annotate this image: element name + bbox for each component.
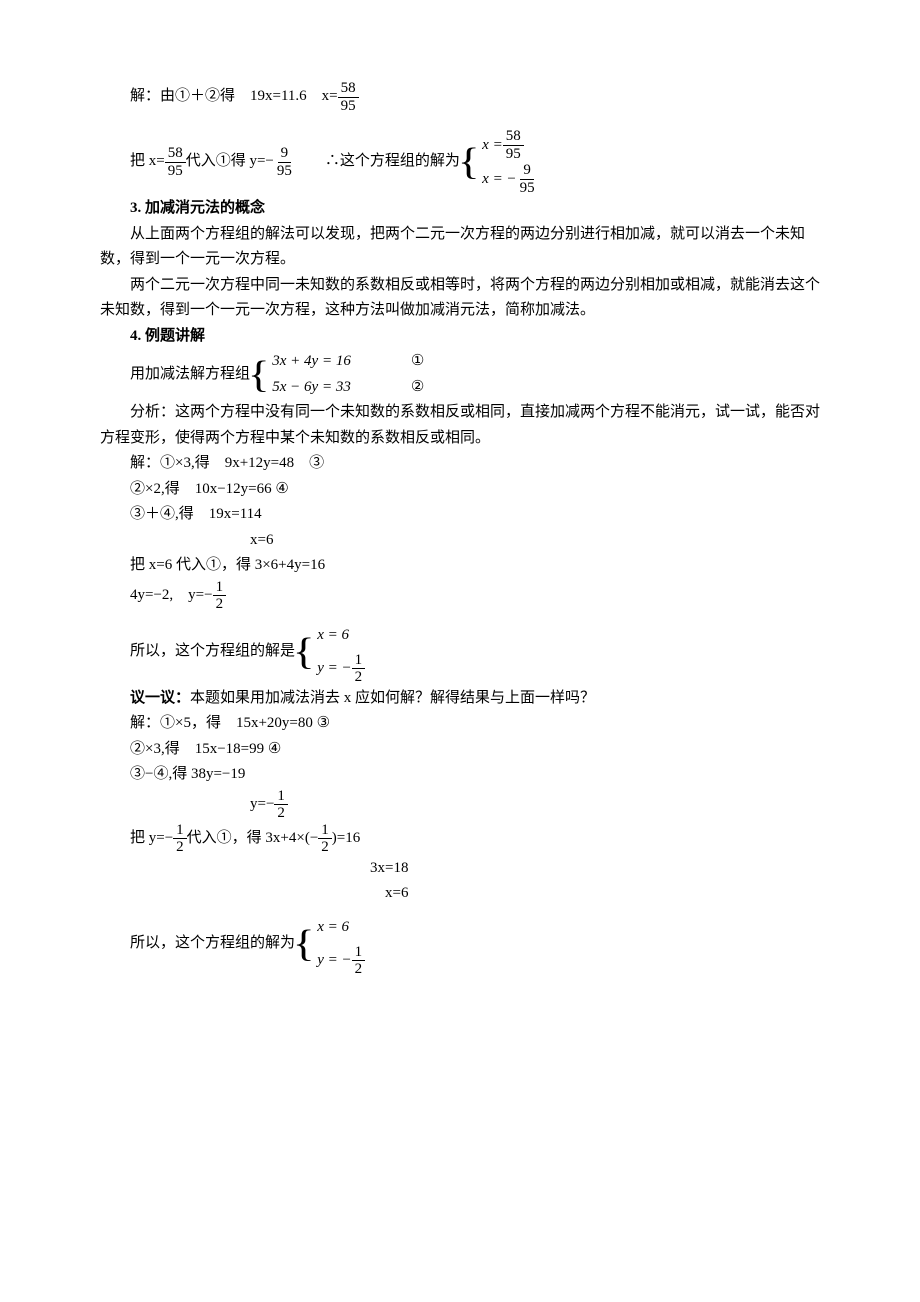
text: y=−	[250, 792, 274, 818]
text: 把 x=	[130, 149, 165, 175]
denominator: 2	[274, 805, 288, 822]
text: x =	[482, 129, 503, 162]
solution-system-line: 所以，这个方程组的解是 { x = 6 y = − 1 2	[100, 619, 820, 686]
step-result: x=6	[100, 881, 820, 907]
text: )=16	[332, 826, 360, 852]
step-result: 3x=18	[100, 856, 820, 882]
denominator: 95	[338, 98, 359, 115]
numerator: 1	[274, 788, 288, 806]
text: 所以，这个方程组的解为	[130, 931, 295, 957]
step-result: y=− 1 2	[100, 788, 820, 822]
step: 解：①×3,得 9x+12y=48 ③	[100, 451, 820, 477]
equation-number: ①	[351, 349, 424, 375]
brace-icon: {	[293, 619, 320, 686]
text: 4y=−2, y=−	[130, 583, 213, 609]
text: 把 y=−	[130, 826, 173, 852]
page: 解：由①＋②得 19x=11.6 x= 58 95 把 x= 58 95 代入①…	[0, 0, 920, 1302]
step: ③−④,得 38y=−19	[100, 762, 820, 788]
denominator: 2	[352, 669, 366, 686]
text: y = −	[317, 944, 351, 977]
fraction-1-2: 1 2	[352, 944, 366, 978]
text: ∴这个方程组的解为	[325, 149, 460, 175]
denominator: 2	[352, 961, 366, 978]
system-row: x = − 9 95	[482, 162, 537, 196]
denominator: 95	[517, 180, 538, 197]
solution-line-1: 解：由①＋②得 19x=11.6 x= 58 95	[100, 80, 820, 114]
fraction-1-2: 1 2	[352, 652, 366, 686]
fraction-1-2: 1 2	[213, 579, 227, 613]
fraction-9-95: 9 95	[274, 145, 295, 179]
numerator: 1	[173, 822, 187, 840]
equation: 3x + 4y = 16	[272, 349, 351, 375]
equation-system-3: { x = 6 y = − 1 2	[295, 619, 365, 686]
step: 把 x=6 代入①，得 3×6+4y=16	[100, 553, 820, 579]
text: 代入①，得 3x+4×(−	[187, 826, 319, 852]
denominator: 2	[318, 839, 332, 856]
denominator: 95	[274, 163, 295, 180]
numerator: 1	[352, 652, 366, 670]
denominator: 2	[173, 839, 187, 856]
brace-icon: {	[248, 349, 275, 400]
system-row: 5x − 6y = 33 ②	[272, 375, 424, 401]
numerator: 1	[213, 579, 227, 597]
discussion-label: 议一议：	[130, 690, 190, 706]
denominator: 2	[213, 596, 227, 613]
equation: x = 6	[317, 911, 349, 944]
system-row: x = 58 95	[482, 128, 537, 162]
heading-4: 4. 例题讲解	[100, 324, 820, 350]
heading-3: 3. 加减消元法的概念	[100, 196, 820, 222]
numerator: 58	[338, 80, 359, 98]
discussion-line: 议一议：本题如果用加减法消去 x 应如何解？解得结果与上面一样吗？	[100, 686, 820, 712]
text: 用加减法解方程组	[130, 362, 250, 388]
paragraph: 两个二元一次方程中同一未知数的系数相反或相等时，将两个方程的两边分别相加或相减，…	[100, 273, 820, 324]
step: 4y=−2, y=− 1 2	[100, 579, 820, 613]
paragraph: 从上面两个方程组的解法可以发现，把两个二元一次方程的两边分别进行相加减，就可以消…	[100, 222, 820, 273]
system-row: 3x + 4y = 16 ①	[272, 349, 424, 375]
fraction-9-95: 9 95	[517, 162, 538, 196]
fraction-1-2: 1 2	[173, 822, 187, 856]
step: 解：①×5，得 15x+20y=80 ③	[100, 711, 820, 737]
system-row: y = − 1 2	[317, 652, 365, 686]
equation: 5x − 6y = 33	[272, 375, 351, 401]
text: y = −	[317, 652, 351, 685]
fraction-1-2: 1 2	[274, 788, 288, 822]
step: ②×2,得 10x−12y=66 ④	[100, 477, 820, 503]
system-row: x = 6	[317, 911, 365, 944]
system-row: y = − 1 2	[317, 944, 365, 978]
brace-icon: {	[293, 911, 320, 978]
numerator: 9	[278, 145, 292, 163]
text: 代入①得 y=−	[186, 149, 274, 175]
equation: x = 6	[317, 619, 349, 652]
fraction-1-2: 1 2	[318, 822, 332, 856]
example-system-line: 用加减法解方程组 { 3x + 4y = 16 ① 5x − 6y = 33 ②	[100, 349, 820, 400]
fraction-58-95: 58 95	[165, 145, 186, 179]
paragraph: 分析：这两个方程中没有同一个未知数的系数相反或相同，直接加减两个方程不能消元，试…	[100, 400, 820, 451]
solution-system-line: 所以，这个方程组的解为 { x = 6 y = − 1 2	[100, 911, 820, 978]
step-result: x=6	[100, 528, 820, 554]
numerator: 1	[352, 944, 366, 962]
equation-system-1: { x = 58 95 x = − 9 95	[460, 128, 538, 196]
numerator: 9	[520, 162, 534, 180]
step: 把 y=− 1 2 代入①，得 3x+4×(− 1 2 )=16	[100, 822, 820, 856]
fraction-58-95: 58 95	[338, 80, 359, 114]
text: 所以，这个方程组的解是	[130, 639, 295, 665]
equation-number: ②	[351, 375, 424, 401]
fraction-58-95: 58 95	[503, 128, 524, 162]
step: ②×3,得 15x−18=99 ④	[100, 737, 820, 763]
denominator: 95	[503, 146, 524, 163]
numerator: 1	[318, 822, 332, 840]
numerator: 58	[503, 128, 524, 146]
step: ③＋④,得 19x=114	[100, 502, 820, 528]
system-row: x = 6	[317, 619, 365, 652]
equation-system-2: { 3x + 4y = 16 ① 5x − 6y = 33 ②	[250, 349, 424, 400]
equation-system-4: { x = 6 y = − 1 2	[295, 911, 365, 978]
text: x = −	[482, 163, 516, 196]
denominator: 95	[165, 163, 186, 180]
text: 解：由①＋②得 19x=11.6 x=	[130, 84, 338, 110]
brace-icon: {	[458, 128, 485, 196]
discussion-text: 本题如果用加减法消去 x 应如何解？解得结果与上面一样吗？	[190, 690, 595, 706]
numerator: 58	[165, 145, 186, 163]
solution-line-2: 把 x= 58 95 代入①得 y=− 9 95 ∴这个方程组的解为 { x =…	[100, 128, 820, 196]
